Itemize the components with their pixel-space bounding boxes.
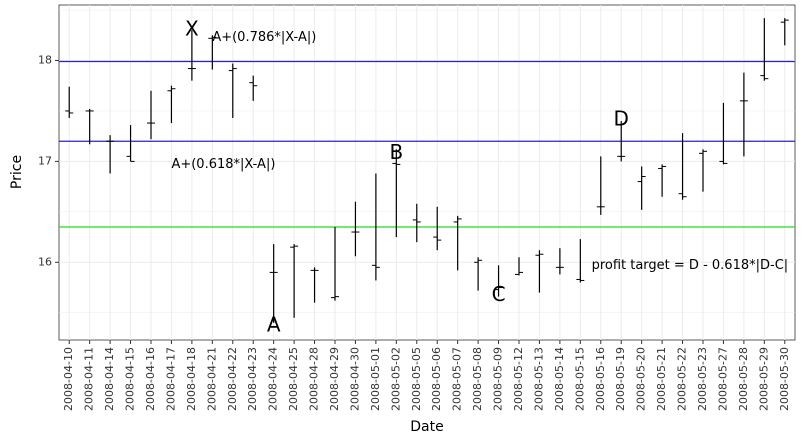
x-tick-label: 2008-04-24 bbox=[267, 347, 280, 411]
ohlc-bar bbox=[147, 90, 155, 140]
x-tick-label: 2008-04-18 bbox=[185, 347, 198, 411]
x-tick-label: 2008-04-23 bbox=[246, 347, 259, 411]
ohlc-bars bbox=[65, 18, 789, 323]
ohlc-bar bbox=[719, 102, 728, 165]
x-tick-label: 2008-05-08 bbox=[471, 347, 484, 411]
x-tick-label: 2008-05-07 bbox=[451, 347, 464, 411]
y-tick-label: 17 bbox=[38, 154, 52, 167]
x-tick-label: 2008-05-15 bbox=[573, 347, 586, 411]
ohlc-bar bbox=[658, 164, 667, 197]
x-tick-label: 2008-05-20 bbox=[635, 347, 648, 411]
ohlc-bar bbox=[249, 75, 258, 101]
y-axis-title: Price bbox=[9, 155, 25, 189]
pattern-point-label: D bbox=[614, 107, 629, 131]
x-tick-label: 2008-05-05 bbox=[410, 347, 423, 411]
ohlc-bar bbox=[126, 125, 135, 162]
pattern-point-label: B bbox=[389, 140, 403, 164]
x-tick-label: 2008-05-27 bbox=[716, 347, 729, 411]
ohlc-bar bbox=[208, 35, 217, 70]
ohlc-bar bbox=[535, 250, 544, 293]
pattern-point-label: X bbox=[185, 17, 199, 41]
ohlc-bar bbox=[780, 18, 789, 46]
pattern-point-label: C bbox=[492, 282, 506, 306]
pattern-point-label: A bbox=[267, 312, 281, 336]
y-tick-label: 16 bbox=[38, 255, 52, 268]
ohlc-bar bbox=[515, 257, 523, 276]
x-tick-label: 2008-04-14 bbox=[103, 347, 116, 411]
x-tick-label: 2008-05-14 bbox=[553, 347, 566, 411]
ohlc-bar bbox=[637, 166, 646, 210]
annotation-text: A+(0.618*|X-A|) bbox=[171, 157, 275, 172]
annotation-text: A+(0.786*|X-A|) bbox=[212, 30, 316, 45]
ohlc-bar bbox=[596, 156, 605, 215]
x-tick-label: 2008-05-21 bbox=[655, 347, 668, 411]
x-tick-label: 2008-04-22 bbox=[226, 347, 239, 411]
ohlc-bar bbox=[392, 149, 401, 238]
x-tick-label: 2008-04-16 bbox=[144, 347, 157, 411]
y-tick-label: 18 bbox=[38, 53, 52, 66]
ohlc-bar bbox=[433, 206, 442, 251]
ohlc-bar bbox=[351, 201, 360, 257]
grid bbox=[59, 5, 795, 340]
x-tick-label: 2008-04-21 bbox=[205, 347, 218, 411]
x-tick-label: 2008-04-25 bbox=[287, 347, 300, 411]
ohlc-bar bbox=[269, 244, 278, 323]
ohlc-bar bbox=[228, 63, 237, 119]
x-tick-label: 2008-05-09 bbox=[492, 347, 505, 411]
ohlc-bar bbox=[167, 85, 176, 124]
ohlc-bar bbox=[474, 257, 483, 291]
ohlc-bar bbox=[494, 265, 503, 297]
x-tick-label: 2008-05-30 bbox=[778, 347, 791, 411]
x-tick-label: 2008-05-01 bbox=[369, 347, 382, 411]
ohlc-bar bbox=[453, 215, 462, 271]
x-tick-label: 2008-05-06 bbox=[430, 347, 443, 411]
x-tick-label: 2008-04-30 bbox=[348, 347, 361, 411]
ohlc-bar bbox=[412, 203, 421, 243]
ohlc-bar bbox=[290, 244, 299, 318]
ohlc-bar bbox=[187, 30, 196, 81]
x-axis: 2008-04-10 2008-04-11 2008-04-14 2008-04-15… bbox=[62, 340, 791, 411]
ohlc-bar bbox=[739, 72, 748, 157]
x-tick-label: 2008-04-10 bbox=[62, 347, 75, 411]
x-tick-label: 2008-04-28 bbox=[308, 347, 321, 411]
x-tick-label: 2008-05-16 bbox=[594, 347, 607, 411]
reference-lines bbox=[59, 60, 795, 228]
pattern-point-labels: X A B C D bbox=[185, 17, 629, 337]
x-axis-title: Date bbox=[410, 419, 443, 435]
x-tick-label: 2008-05-29 bbox=[757, 347, 770, 411]
ohlc-bar bbox=[331, 226, 339, 301]
annotation-text: profit target = D - 0.618*|D-C| bbox=[592, 258, 789, 273]
ohlc-bar bbox=[310, 267, 319, 303]
plot-panel bbox=[58, 4, 796, 341]
ohlc-bar bbox=[699, 149, 707, 192]
ohlc-bar bbox=[371, 173, 380, 281]
x-tick-label: 2008-05-02 bbox=[389, 347, 402, 411]
ohlc-bar bbox=[617, 121, 626, 162]
ohlc-bar bbox=[106, 135, 115, 174]
x-tick-label: 2008-05-12 bbox=[512, 347, 525, 411]
x-tick-label: 2008-05-13 bbox=[532, 347, 545, 411]
x-tick-label: 2008-04-29 bbox=[328, 347, 341, 411]
x-tick-label: 2008-05-19 bbox=[614, 347, 627, 411]
ohlc-bar bbox=[65, 86, 74, 119]
x-tick-label: 2008-04-11 bbox=[83, 347, 96, 411]
annotations: A+(0.786*|X-A|) A+(0.618*|X-A|) profit tar… bbox=[171, 30, 788, 273]
x-tick-label: 2008-05-23 bbox=[696, 347, 709, 411]
x-tick-label: 2008-05-28 bbox=[737, 347, 750, 411]
ohlc-bar bbox=[555, 248, 564, 275]
x-tick-label: 2008-05-22 bbox=[676, 347, 689, 411]
ohlc-bar bbox=[678, 133, 687, 200]
ohlc-bar bbox=[576, 239, 585, 283]
ohlc-bar bbox=[760, 18, 769, 81]
x-tick-label: 2008-04-15 bbox=[124, 347, 137, 411]
x-tick-label: 2008-04-17 bbox=[164, 347, 177, 411]
ohlc-bar bbox=[85, 108, 94, 145]
y-axis: 16 17 18 bbox=[38, 53, 59, 268]
